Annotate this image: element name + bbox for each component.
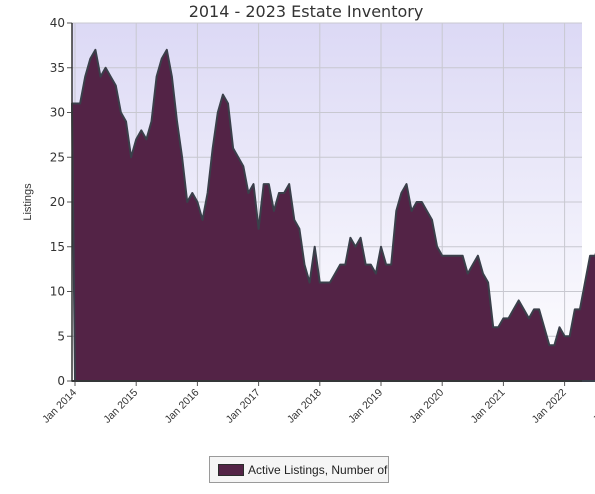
x-tick-label: Jan 2022	[530, 387, 569, 426]
y-tick-label: 0	[57, 374, 65, 388]
y-tick-label: 35	[50, 61, 65, 75]
y-tick-labels: 0 5 10 15 20 25 30 35 40	[50, 16, 65, 388]
legend-label: Active Listings, Number of	[248, 462, 388, 477]
x-tick-label: Jan 2019	[346, 387, 385, 426]
y-tick-label: 25	[50, 150, 65, 164]
x-tick-label: Jan 2014	[40, 387, 79, 426]
x-tick-label: Jan 2015	[101, 387, 140, 426]
x-tick-label: Jan 2023	[591, 387, 595, 426]
x-tick-label: Jan 2021	[468, 387, 507, 426]
y-tick-label: 40	[50, 16, 65, 30]
chart-title: 2014 - 2023 Estate Inventory	[189, 2, 424, 21]
y-tick-label: 15	[50, 240, 65, 254]
legend-swatch	[218, 463, 244, 476]
y-tick-label: 5	[57, 329, 65, 343]
x-tick-label: Jan 2016	[162, 387, 201, 426]
series-area-active-listings	[71, 48, 595, 382]
y-tick-label: 10	[50, 285, 65, 299]
y-tick-label: 20	[50, 195, 65, 209]
x-tick-label: Jan 2017	[224, 387, 263, 426]
y-tick-label: 30	[50, 106, 65, 120]
x-tick-labels: Jan 2014 Jan 2015 Jan 2016 Jan 2017 Jan 2018…	[40, 387, 595, 426]
x-tick-label: Jan 2018	[285, 387, 324, 426]
x-tick-label: Jan 2020	[407, 387, 446, 426]
axes	[67, 22, 582, 386]
y-axis-label: Listings	[22, 183, 34, 221]
legend: Active Listings, Number of	[209, 456, 389, 483]
